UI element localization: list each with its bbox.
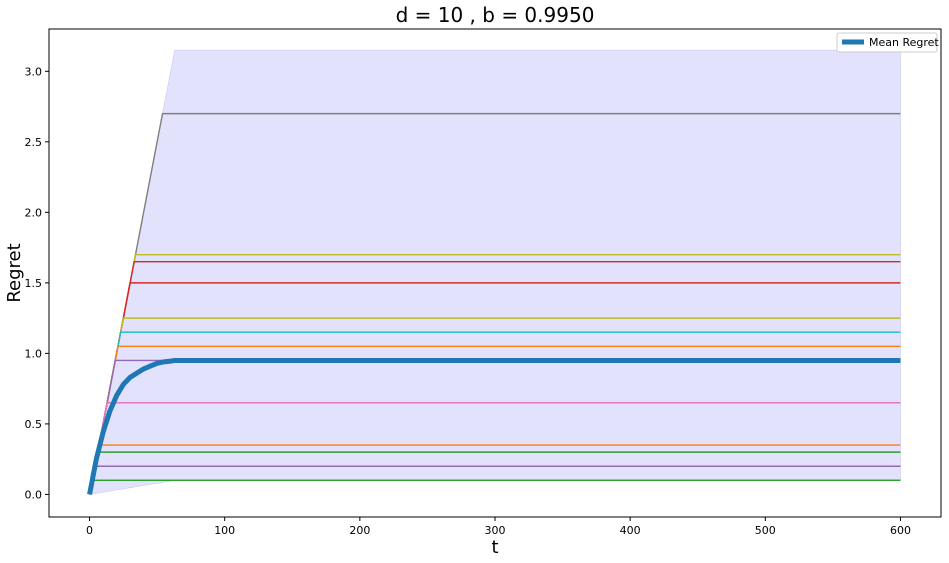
- x-tick-label: 600: [890, 524, 911, 537]
- legend-label-mean-regret: Mean Regret: [869, 36, 939, 49]
- y-tick-label: 2.0: [25, 206, 43, 219]
- x-tick-label: 200: [349, 524, 370, 537]
- x-tick-label: 100: [214, 524, 235, 537]
- chart-title: d = 10 , b = 0.9950: [396, 3, 595, 27]
- x-tick-label: 300: [485, 524, 506, 537]
- y-tick-label: 0.5: [25, 418, 43, 431]
- legend-box: [836, 32, 938, 53]
- y-tick-label: 1.5: [25, 277, 43, 290]
- plot-area: [87, 49, 901, 495]
- confidence-band: [89, 49, 901, 495]
- ticks: 0 100 200 300 400 500 600 0.0 0.5 1.0 1.5 2.0 2.5 3.0: [25, 65, 911, 537]
- y-axis-title: Regret: [4, 243, 25, 302]
- x-axis-title: t: [491, 537, 498, 558]
- y-tick-label: 0.0: [25, 488, 43, 501]
- y-tick-label: 2.5: [25, 136, 43, 149]
- x-tick-label: 400: [620, 524, 641, 537]
- y-tick-label: 3.0: [25, 65, 43, 78]
- legend: Mean Regret: [836, 32, 939, 53]
- x-tick-label: 500: [755, 524, 776, 537]
- series-line-mean-regret: [87, 357, 901, 495]
- x-tick-label: 0: [86, 524, 93, 537]
- y-tick-label: 1.0: [25, 347, 43, 360]
